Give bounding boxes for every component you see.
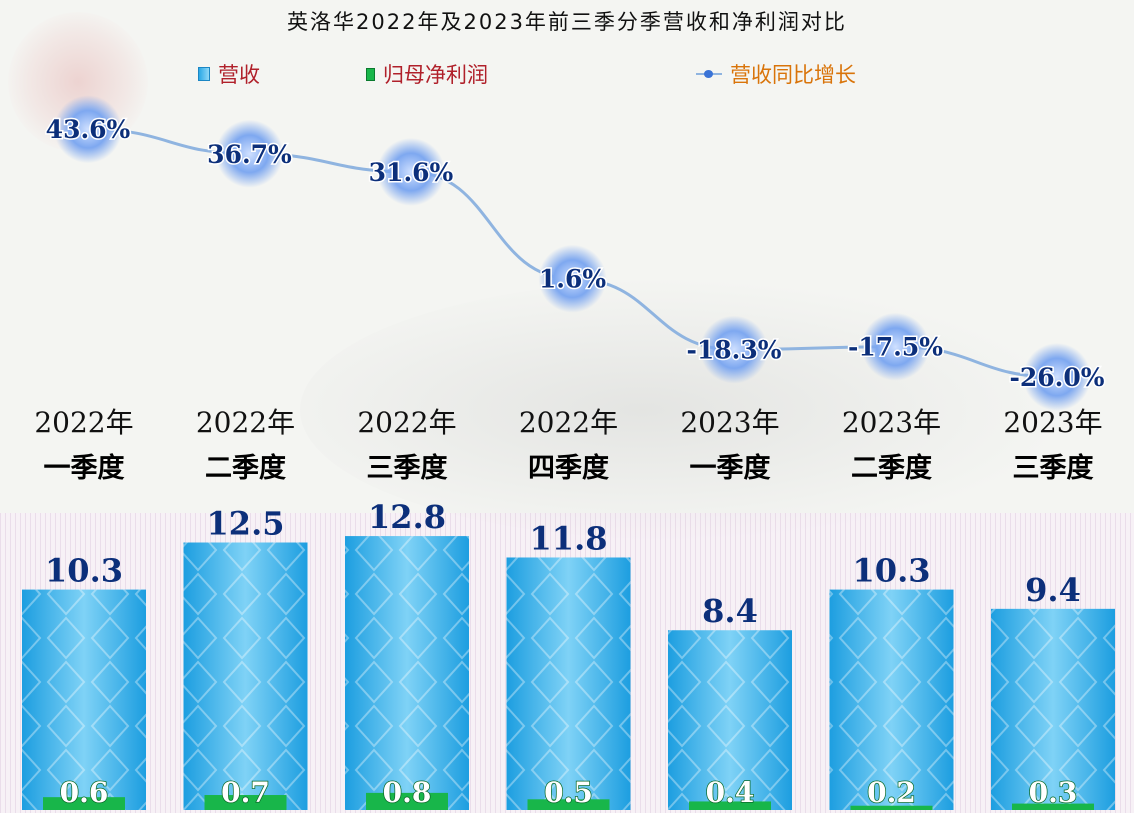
growth-value-label: 31.6%: [369, 158, 454, 187]
quarter-label-season: 三季度: [1012, 453, 1094, 484]
quarter-label-year: 2022年: [34, 406, 134, 439]
growth-value-label: -17.5%: [848, 333, 943, 362]
quarter-label-year: 2022年: [518, 406, 619, 439]
revenue-value-label: 10.3: [853, 552, 931, 590]
net-profit-bar: [689, 801, 771, 810]
legend-item-net-profit: 归母净利润: [366, 60, 488, 88]
quarter-label: 2022年二季度: [181, 400, 311, 492]
growth-point: [861, 312, 930, 381]
quarter-label: 2023年三季度: [988, 400, 1118, 492]
growth-point: [377, 137, 445, 206]
legend-swatch-growth: [696, 67, 722, 81]
growth-point: [700, 315, 768, 384]
growth-value-label: -18.3%: [686, 336, 781, 365]
growth-point: [1023, 343, 1091, 411]
chart-title: 英洛华2022年及2023年前三季分季营收和净利润对比: [287, 10, 847, 34]
quarter-label-year: 2023年: [1003, 406, 1103, 439]
revenue-bar-pattern: [183, 542, 308, 810]
net-profit-value-label: 0.4: [706, 776, 755, 809]
revenue-bar-pattern: [991, 608, 1115, 810]
revenue-bar-pattern: [22, 589, 146, 810]
net-profit-value-label: 0.8: [383, 776, 432, 809]
net-profit-bar: [204, 795, 287, 810]
quarter-label-year: 2022年: [357, 406, 457, 439]
growth-value-label: -26.0%: [1009, 363, 1104, 392]
growth-value-label: 43.6%: [46, 115, 131, 144]
quarter-label: 2022年三季度: [342, 400, 472, 492]
net-profit-value-label: 0.5: [544, 776, 593, 809]
revenue-bar-pattern: [345, 536, 469, 810]
revenue-value-label: 11.8: [530, 519, 608, 557]
quarter-label: 2022年一季度: [19, 400, 149, 492]
quarter-label-season: 四季度: [528, 453, 609, 484]
revenue-bar-pattern: [829, 589, 954, 810]
quarter-label-season: 一季度: [689, 453, 771, 484]
revenue-value-label: 10.3: [45, 552, 123, 590]
legend-label-net-profit: 归母净利润: [383, 63, 488, 87]
net-profit-bar: [366, 792, 448, 810]
revenue-bar-pattern: [506, 557, 631, 810]
quarter-label-year: 2023年: [841, 406, 942, 439]
legend-swatch-revenue: [198, 67, 210, 81]
growth-value-label: 1.6%: [539, 265, 606, 294]
net-profit-bar: [527, 799, 610, 810]
quarter-label-season: 一季度: [43, 453, 125, 484]
growth-point: [54, 95, 122, 164]
legend-label-growth: 营收同比增长: [730, 63, 856, 87]
net-profit-bar: [1012, 803, 1094, 810]
ink-wash-decoration: [300, 280, 1060, 540]
growth-point: [215, 119, 284, 188]
quarter-label: 2023年一季度: [665, 400, 795, 492]
net-profit-bar: [43, 797, 125, 810]
revenue-value-label: 8.4: [702, 592, 758, 630]
quarter-label-year: 2023年: [680, 406, 780, 439]
net-profit-value-label: 0.6: [60, 776, 109, 809]
quarter-label: 2022年四季度: [504, 400, 634, 492]
legend-item-revenue: 营收: [198, 60, 260, 88]
revenue-value-label: 12.5: [207, 505, 285, 543]
quarter-label-season: 二季度: [851, 453, 932, 484]
revenue-value-label: 9.4: [1025, 571, 1081, 609]
revenue-bar-pattern: [668, 630, 792, 810]
quarter-label-year: 2022年: [195, 406, 296, 439]
net-profit-value-label: 0.3: [1029, 776, 1078, 809]
legend-label-revenue: 营收: [218, 63, 260, 87]
net-profit-value-label: 0.7: [221, 776, 270, 809]
quarter-label-season: 二季度: [205, 453, 286, 484]
quarter-label: 2023年二季度: [827, 400, 957, 492]
net-profit-bar: [850, 805, 933, 810]
legend-item-growth: 营收同比增长: [696, 60, 856, 88]
growth-value-label: 36.7%: [207, 140, 292, 169]
revenue-value-label: 12.8: [368, 498, 446, 536]
quarter-label-season: 三季度: [366, 453, 448, 484]
growth-point: [538, 244, 607, 313]
legend-swatch-net-profit: [366, 67, 375, 81]
net-profit-value-label: 0.2: [867, 776, 916, 809]
